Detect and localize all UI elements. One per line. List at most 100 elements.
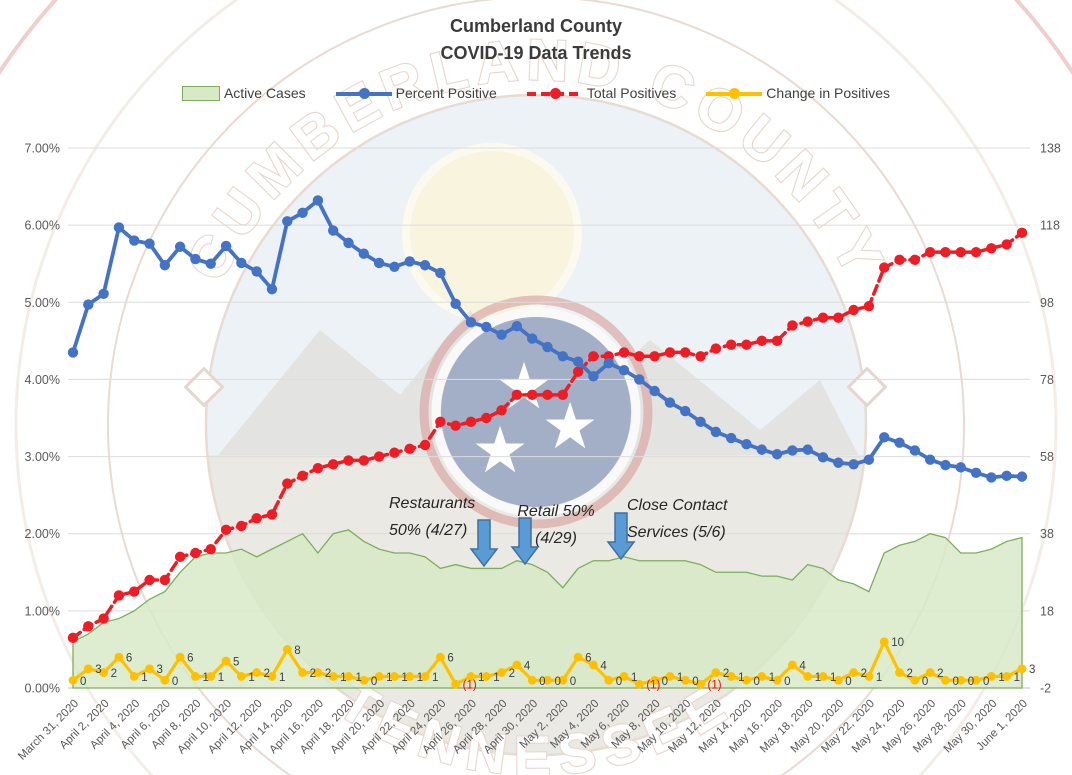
- legend-item-total-positives[interactable]: Total Positives: [526, 85, 677, 101]
- down-arrow-icon: [510, 517, 540, 566]
- seal-star-icon: ★: [541, 390, 598, 462]
- date-tick-label: April 22, 2020: [359, 698, 418, 757]
- change-data-label: 10: [891, 637, 904, 649]
- left-axis-tick-label: 1.00%: [25, 604, 60, 618]
- change-data-label: 1: [386, 672, 392, 684]
- change-data-label: 0: [983, 676, 989, 688]
- legend-label: Change in Positives: [766, 85, 891, 101]
- change-data-label: 5: [233, 657, 239, 669]
- down-arrow-icon: [606, 512, 636, 561]
- change-data-label: 1: [631, 672, 637, 684]
- left-axis-tick-label: 0.00%: [25, 682, 60, 696]
- change-data-label: 1: [1014, 672, 1020, 684]
- change-data-label: 1: [830, 672, 836, 684]
- series-total-positives: [67, 227, 1028, 644]
- legend-item-percent-positive[interactable]: Percent Positive: [335, 85, 497, 101]
- annotation-close-contact: Close Contact Services (5/6): [627, 492, 752, 546]
- annotation-text: 50% (4/27): [389, 522, 468, 539]
- left-axis-tick-label: 3.00%: [25, 450, 60, 464]
- change-data-label: 2: [111, 668, 117, 680]
- change-data-label: 4: [524, 660, 531, 672]
- change-data-label: 1: [432, 672, 438, 684]
- change-data-label: 1: [769, 672, 775, 684]
- left-axis-tick-label: 2.00%: [25, 527, 60, 541]
- change-data-label: 0: [570, 676, 576, 688]
- annotation-text: Restaurants: [389, 495, 476, 512]
- change-data-label: 1: [279, 672, 285, 684]
- change-data-label: 6: [585, 653, 591, 665]
- change-data-label: (1): [463, 680, 477, 692]
- date-tick-label: April 28, 2020: [451, 698, 510, 757]
- change-data-label: 2: [861, 668, 867, 680]
- change-data-label: 0: [922, 676, 928, 688]
- percent-positive-swatch: [335, 87, 392, 99]
- series-percent-positive: [67, 195, 1028, 483]
- change-data-label: (1): [646, 680, 660, 692]
- change-data-label: 2: [723, 668, 729, 680]
- date-tick-label: April 18, 2020: [298, 698, 357, 757]
- right-axis-tick-label: -2: [1040, 682, 1051, 696]
- date-tick-label: April 30, 2020: [482, 698, 541, 757]
- right-axis-tick-label: 98: [1040, 296, 1054, 310]
- seal-outer-faint-ring: [14, 0, 1058, 775]
- change-data-label: 1: [478, 672, 484, 684]
- change-data-label: 6: [187, 653, 193, 665]
- change-data-label: 8: [294, 645, 300, 657]
- seal-mountains: [206, 310, 866, 470]
- change-data-label: 1: [998, 672, 1004, 684]
- annotation-retail: Retail 50% (4/29): [506, 498, 606, 552]
- annotation-text: Services (5/6): [627, 524, 726, 541]
- change-data-label: 0: [371, 676, 377, 688]
- legend-label: Active Cases: [223, 85, 306, 101]
- seal-star-icon: ★: [471, 414, 528, 486]
- change-data-label: 1: [218, 672, 224, 684]
- change-data-label: 0: [80, 676, 86, 688]
- change-data-label: 1: [677, 672, 683, 684]
- change-data-label: 2: [264, 668, 270, 680]
- chart-title-line1: Cumberland County: [449, 16, 622, 36]
- legend-label: Total Positives: [586, 85, 677, 101]
- change-data-label: 1: [493, 672, 499, 684]
- legend-item-active-cases[interactable]: Active Cases: [181, 85, 306, 101]
- change-data-label: 1: [202, 672, 208, 684]
- active-cases-swatch: [181, 85, 220, 101]
- change-data-label: 1: [417, 672, 423, 684]
- change-data-label: 4: [799, 660, 806, 672]
- change-data-label: 4: [600, 660, 607, 672]
- legend-label: Percent Positive: [395, 85, 497, 101]
- right-axis-tick-label: 18: [1040, 604, 1054, 618]
- series-change-in-positives: [68, 637, 1027, 689]
- date-tick-label: April 20, 2020: [329, 698, 388, 757]
- chart-title: Cumberland County COVID-19 Data Trends: [0, 13, 1072, 67]
- change-data-label: 1: [401, 672, 407, 684]
- change-data-label: 6: [126, 653, 132, 665]
- date-tick-label: April 14, 2020: [237, 698, 296, 757]
- change-data-label: 1: [876, 672, 882, 684]
- change-data-label: 1: [738, 672, 744, 684]
- date-tick-label: April 26, 2020: [420, 698, 479, 757]
- chart-title-line2: COVID-19 Data Trends: [440, 43, 632, 63]
- annotation-restaurants: Restaurants 50% (4/27): [389, 490, 499, 544]
- legend: Active Cases Percent Positive Total Posi…: [0, 85, 1072, 101]
- change-data-label: 3: [95, 664, 101, 676]
- annotation-arrows: [469, 512, 636, 568]
- left-axis-tick-label: 6.00%: [25, 219, 60, 233]
- right-axis-tick-label: 38: [1040, 527, 1054, 541]
- right-axis-tick-label: 58: [1040, 450, 1054, 464]
- change-data-label: 1: [248, 672, 254, 684]
- change-data-label: 1: [141, 672, 147, 684]
- series-active-cases: [72, 529, 1023, 689]
- annotation-text: Retail 50%: [517, 503, 595, 520]
- date-tick-label: April 10, 2020: [176, 698, 235, 757]
- date-tick-label: April 24, 2020: [390, 698, 449, 757]
- change-data-label: 0: [172, 676, 178, 688]
- date-tick-label: April 16, 2020: [267, 698, 326, 757]
- legend-item-change-in-positives[interactable]: Change in Positives: [706, 85, 890, 101]
- seal-diamond-right: [846, 366, 888, 408]
- change-data-label: 0: [753, 676, 759, 688]
- change-data-label: 1: [815, 672, 821, 684]
- seal-diamond-left: [183, 366, 225, 408]
- annotation-text: (4/29): [535, 530, 577, 547]
